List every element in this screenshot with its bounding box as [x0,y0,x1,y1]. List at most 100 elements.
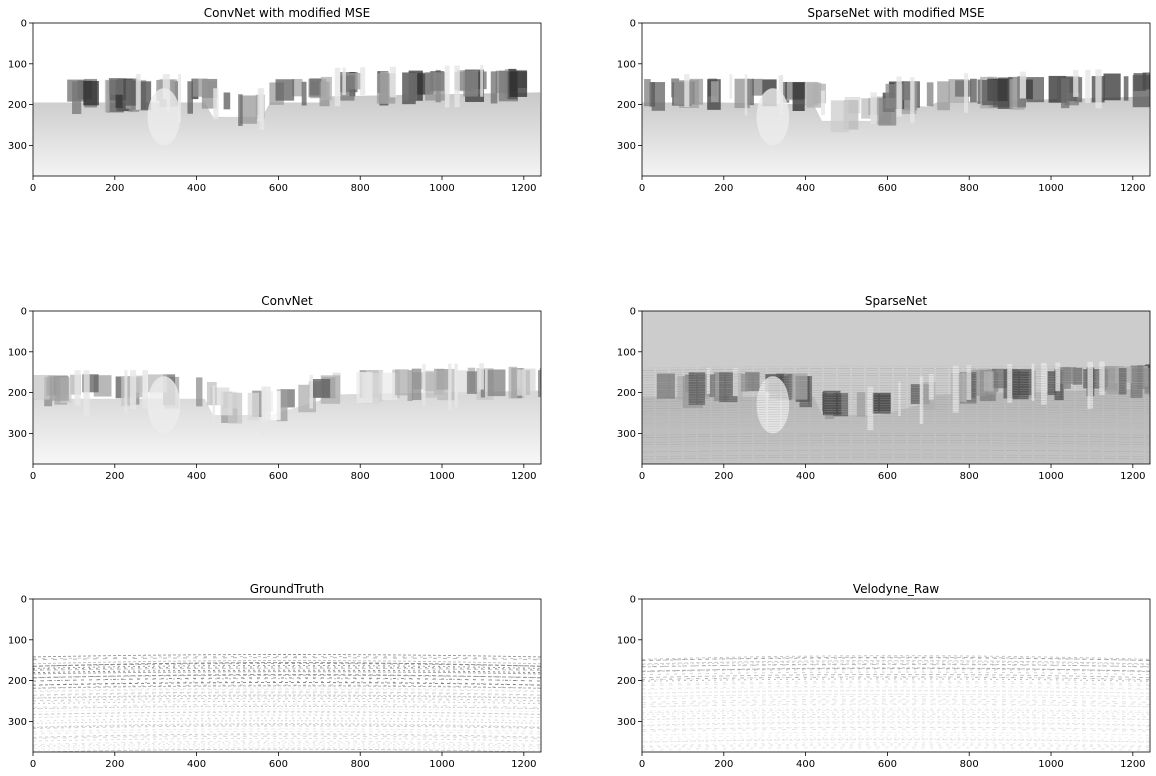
x-tick-label: 400 [796,183,815,194]
scan-line [642,368,1150,371]
object-block [830,100,849,133]
subplot-1: SparseNet with modified MSE 0 200 400 600 800… [617,6,1151,194]
scan-line [642,746,1150,750]
object-block [539,368,541,389]
object-block [791,373,808,400]
scan-line [33,674,541,679]
scan-line [642,459,1150,462]
object-block [1057,367,1077,384]
scan-line [642,456,1150,460]
object-block [1021,79,1033,100]
subplot-title: GroundTruth [250,582,325,596]
object-block [1142,72,1150,90]
object-block [83,80,99,106]
object-block [1072,367,1083,385]
streak [480,64,484,97]
streak [259,88,265,130]
depth-image [33,599,541,752]
y-tick-label: 100 [617,59,636,70]
x-tick-label: 0 [30,183,36,194]
scan-line [33,655,541,660]
object-block [72,81,82,115]
subplot-title: ConvNet with modified MSE [204,6,371,20]
scan-line [642,663,1150,668]
scan-line [642,418,1150,422]
x-tick-label: 1000 [1038,471,1063,482]
scan-line [33,705,541,710]
object-block [710,81,719,103]
x-tick-label: 400 [187,183,206,194]
scan-line [642,432,1150,436]
y-tick-label: 300 [617,141,636,152]
axes-frame [641,310,1151,465]
y-tick-label: 300 [617,717,636,728]
scan-line [642,686,1150,691]
scan-line [642,399,1150,402]
streak [142,370,148,409]
object-block [1061,78,1070,109]
object-block [734,78,750,109]
scan-line [642,372,1150,376]
scan-line [642,690,1150,694]
x-tick-label: 200 [105,471,124,482]
streak [1073,70,1079,97]
scan-line [642,707,1150,712]
object-block [902,81,911,101]
scan-line [642,430,1150,434]
y-tick-label: 100 [8,59,27,70]
object-block [786,373,792,401]
x-tick-label: 1000 [1038,183,1063,194]
subplot-title: ConvNet [261,294,313,308]
object-block [644,79,651,107]
scan-line [642,674,1150,679]
streak [266,386,271,427]
streak [952,365,959,413]
object-block [301,81,307,106]
x-tick-label: 1000 [429,183,454,194]
object-block [823,390,841,415]
x-tick-label: 200 [714,759,733,770]
object-block [240,95,257,124]
object-block [1144,368,1150,395]
y-tick-label: 300 [8,141,27,152]
subplot-title: SparseNet with modified MSE [807,6,984,20]
x-tick-label: 200 [105,759,124,770]
x-tick-label: 800 [960,471,979,482]
object-block [1130,365,1143,398]
scan-line [642,377,1150,381]
person-blob [756,88,790,146]
object-block [220,391,233,416]
y-tick-label: 200 [617,100,636,111]
x-tick-label: 0 [30,471,36,482]
scan-line [642,454,1150,458]
x-tick-label: 800 [960,183,979,194]
object-block [463,70,479,97]
object-block [402,73,418,101]
subplot-2: ConvNet 0 200 400 600 800 1000 1200 0 100 200 300 [8,294,542,482]
y-tick-label: 0 [630,19,636,30]
object-block [247,392,260,421]
streak [263,386,268,423]
object-block [411,368,422,401]
scan-line [642,401,1150,405]
x-tick-label: 800 [960,759,979,770]
scan-line [642,387,1150,390]
streak [729,74,733,99]
object-block [356,371,373,403]
y-tick-label: 100 [8,635,27,646]
object-block [125,78,138,106]
streak [342,67,346,96]
subplot-title: Velodyne_Raw [853,582,939,596]
object-block [516,369,526,396]
axes-frame [32,310,542,465]
scan-line [33,711,541,715]
x-tick-label: 1200 [511,471,536,482]
object-block [792,82,805,112]
x-tick-label: 400 [796,759,815,770]
streak [867,386,874,431]
object-block [223,92,231,110]
scan-line [642,380,1150,383]
streak [212,385,216,423]
streak [1087,361,1094,409]
scan-line [642,655,1150,660]
